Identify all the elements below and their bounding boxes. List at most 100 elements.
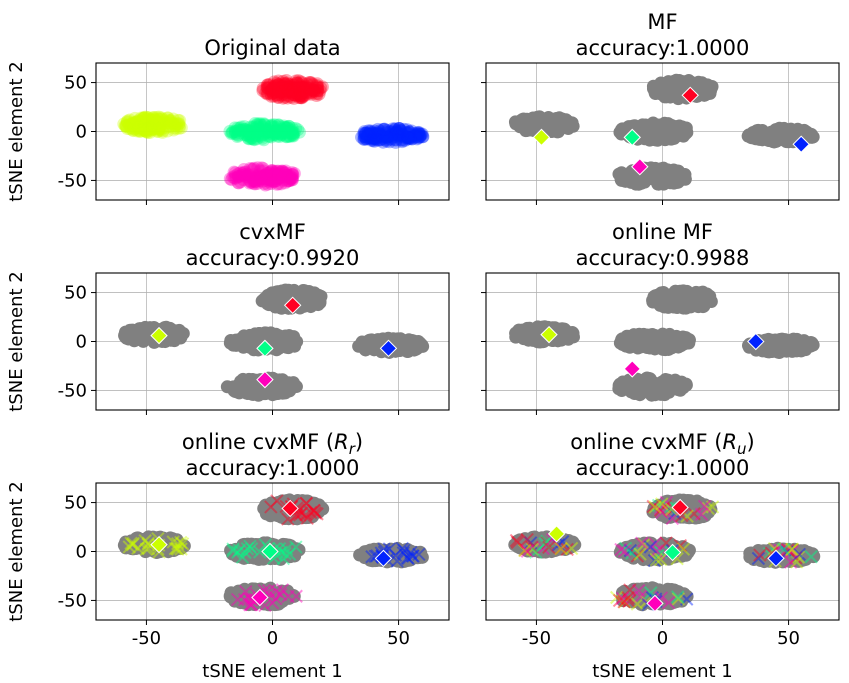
data-point: [304, 84, 318, 98]
data-point: [279, 130, 293, 144]
data-point: [123, 326, 137, 340]
data-point: [254, 172, 268, 186]
data-point: [409, 127, 423, 141]
y-axis-label-row-3: tSNE element 2: [6, 481, 27, 621]
data-point: [282, 83, 296, 97]
cross-marker: [307, 503, 321, 518]
data-point: [268, 128, 282, 142]
data-point: [642, 536, 656, 550]
data-point: [794, 340, 808, 354]
data-point: [131, 115, 145, 129]
data-point: [142, 122, 156, 136]
centroid-blue: [792, 135, 810, 153]
data-point: [233, 121, 247, 135]
data-point: [613, 336, 627, 350]
data-point: [359, 126, 373, 140]
data-point: [272, 164, 286, 178]
data-point: [238, 373, 252, 387]
cross-marker: [289, 589, 303, 603]
cross-marker: [653, 503, 668, 518]
data-point: [262, 174, 276, 188]
data-point: [655, 378, 669, 392]
data-point: [281, 129, 295, 143]
data-point: [265, 118, 279, 132]
data-point: [378, 133, 392, 147]
cluster-magenta: [223, 581, 301, 612]
data-point: [248, 177, 262, 191]
data-point: [297, 84, 311, 98]
data-point: [247, 132, 261, 146]
cross-marker: [275, 583, 290, 597]
cluster-red: [256, 73, 329, 105]
cross-marker: [244, 542, 259, 556]
cluster-green: [613, 327, 696, 357]
data-point: [240, 384, 254, 398]
data-point: [266, 174, 280, 188]
data-point: [277, 119, 291, 133]
data-point: [295, 76, 309, 90]
data-point: [655, 587, 669, 601]
data-point: [265, 120, 279, 134]
centroid-red: [681, 86, 699, 105]
cross-marker: [622, 594, 636, 608]
data-point: [146, 122, 160, 136]
data-point: [288, 84, 302, 98]
data-point: [291, 80, 305, 94]
cross-marker: [139, 542, 154, 556]
data-point: [134, 111, 148, 125]
data-point: [239, 167, 253, 181]
cross-marker: [518, 543, 532, 558]
data-point: [233, 175, 247, 189]
data-point: [635, 598, 649, 612]
data-point: [401, 132, 415, 146]
data-point: [313, 84, 327, 98]
data-point: [154, 122, 168, 136]
data-point: [357, 132, 371, 146]
data-point: [233, 166, 247, 180]
data-point: [250, 172, 264, 186]
data-point: [278, 120, 292, 134]
data-point: [145, 122, 159, 136]
data-point: [511, 535, 525, 549]
data-point: [364, 127, 378, 141]
data-point: [126, 124, 140, 138]
data-point: [138, 121, 152, 135]
data-point: [376, 123, 390, 137]
data-point: [154, 123, 168, 137]
data-point: [296, 81, 310, 95]
data-point: [274, 165, 288, 179]
data-point: [133, 124, 147, 138]
data-point: [244, 175, 258, 189]
data-point: [279, 126, 293, 140]
data-point: [258, 168, 272, 182]
data-point: [649, 87, 663, 101]
data-point: [384, 128, 398, 142]
centroid-magenta: [251, 588, 269, 607]
data-point: [246, 120, 260, 134]
data-point: [238, 165, 252, 179]
data-point: [559, 117, 573, 131]
data-point: [409, 126, 423, 140]
data-point: [267, 89, 281, 103]
cross-marker: [554, 541, 568, 556]
cross-marker: [655, 505, 669, 520]
data-point: [371, 130, 385, 144]
data-point: [248, 128, 262, 142]
data-point: [283, 83, 297, 97]
data-point: [134, 120, 148, 134]
data-point: [152, 122, 166, 136]
cross-marker: [623, 543, 638, 558]
data-point: [282, 174, 296, 188]
cross-marker: [785, 543, 799, 557]
data-point: [261, 81, 275, 95]
data-point: [389, 130, 403, 144]
data-point: [120, 122, 134, 136]
data-point: [247, 133, 261, 147]
data-point: [379, 130, 393, 144]
subplot-title-line: accuracy:1.0000: [186, 456, 360, 480]
x-tick-label: 0: [657, 628, 668, 649]
data-point: [679, 124, 693, 138]
data-point: [388, 122, 402, 136]
data-point: [286, 168, 300, 182]
cross-marker: [299, 508, 313, 522]
